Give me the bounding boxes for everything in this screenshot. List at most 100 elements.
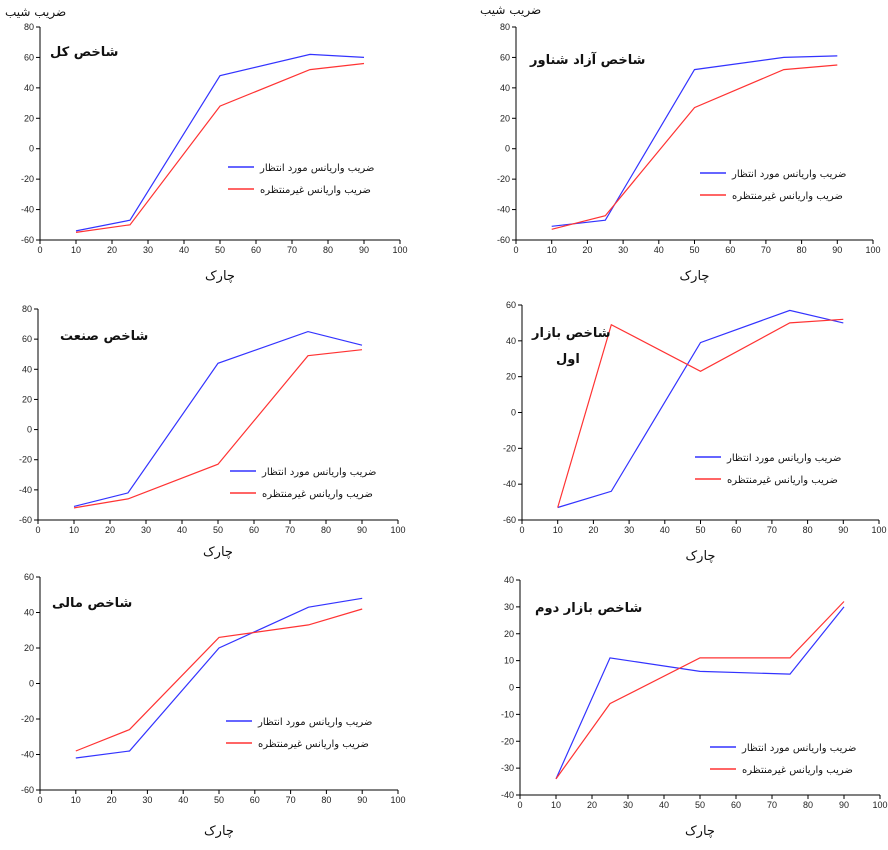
x-tick-label: 90 <box>357 525 367 535</box>
chart-panel-5: 0 10 20 30 40 50 60 70 80 90 100 -60 -40 -20 0 20 40 60 شا… <box>21 572 406 839</box>
y-axis-label: ضریب شیب <box>480 3 541 18</box>
y-tick-label: -40 <box>497 205 510 215</box>
x-tick-label: 50 <box>214 795 224 805</box>
y-tick-label: -40 <box>503 479 516 489</box>
y-tick-label: 20 <box>24 113 34 123</box>
x-tick-label: 90 <box>357 795 367 805</box>
x-axis-label: چارک <box>203 545 233 560</box>
chart-title: شاخص مالی <box>52 596 132 611</box>
x-tick-label: 40 <box>660 525 670 535</box>
y-tick-label: 0 <box>509 683 514 693</box>
y-tick-label: 10 <box>504 656 514 666</box>
legend-label: ضریب واریانس مورد انتظار <box>257 717 372 728</box>
x-tick-label: 0 <box>37 795 42 805</box>
x-tick-label: 70 <box>767 800 777 810</box>
x-tick-label: 80 <box>803 525 813 535</box>
y-tick-label: -60 <box>21 785 34 795</box>
y-tick-label: 60 <box>24 52 34 62</box>
series-line-unexpected <box>75 608 363 752</box>
x-tick-label: 30 <box>143 245 153 255</box>
y-tick-label: -20 <box>501 736 514 746</box>
x-tick-label: 20 <box>107 245 117 255</box>
legend-label: ضریب واریانس مورد انتظار <box>731 169 846 180</box>
x-tick-label: 80 <box>321 795 331 805</box>
x-tick-label: 100 <box>872 800 887 810</box>
x-tick-label: 60 <box>249 525 259 535</box>
chart-panel-4: 0 10 20 30 40 50 60 70 80 90 100 -60 -40 -20 0 20 40 60 شا… <box>503 300 887 564</box>
x-tick-label: 20 <box>105 525 115 535</box>
y-tick-label: -60 <box>19 515 32 525</box>
series-line-unexpected <box>73 349 363 509</box>
y-tick-label: 40 <box>24 608 34 618</box>
legend-label: ضریب واریانس مورد انتظار <box>726 453 841 464</box>
x-tick-label: 50 <box>689 245 699 255</box>
y-tick-label: 30 <box>504 602 514 612</box>
y-tick-label: 20 <box>504 629 514 639</box>
x-tick-label: 70 <box>761 245 771 255</box>
x-tick-label: 40 <box>179 245 189 255</box>
series-line-unexpected <box>75 62 365 233</box>
x-tick-label: 70 <box>286 795 296 805</box>
y-tick-label: 40 <box>22 364 32 374</box>
x-tick-label: 50 <box>695 800 705 810</box>
y-tick-label: -60 <box>503 515 516 525</box>
chart-title: شاخص آزاد شناور <box>529 51 645 68</box>
chart-title: شاخص بازار <box>531 326 610 341</box>
y-tick-label: -20 <box>503 443 516 453</box>
y-tick-label: 80 <box>24 22 34 32</box>
series-line-expected <box>555 606 845 780</box>
x-tick-label: 90 <box>359 245 369 255</box>
x-axis-label: چارک <box>204 824 234 839</box>
x-axis-label: چارک <box>686 549 716 564</box>
x-tick-label: 10 <box>69 525 79 535</box>
chart-title: شاخص کل <box>50 45 118 60</box>
x-tick-label: 20 <box>107 795 117 805</box>
y-tick-label: -10 <box>501 709 514 719</box>
series-line-expected <box>75 53 365 232</box>
chart-panel-3: 0 10 20 30 40 50 60 70 80 90 100 -60 -40 -20 0 20 40 60 80… <box>19 304 406 560</box>
y-tick-label: -20 <box>21 174 34 184</box>
y-tick-label: -40 <box>501 790 514 800</box>
chart-title: شاخص صنعت <box>60 329 148 344</box>
x-tick-label: 60 <box>731 525 741 535</box>
x-tick-label: 60 <box>250 795 260 805</box>
y-tick-label: 60 <box>506 300 516 310</box>
y-tick-label: 60 <box>500 52 510 62</box>
x-tick-label: 30 <box>623 800 633 810</box>
legend-label: ضریب واریانس غیرمنتظره <box>732 191 843 202</box>
x-tick-label: 100 <box>871 525 886 535</box>
y-tick-label: 0 <box>511 408 516 418</box>
x-tick-label: 30 <box>141 525 151 535</box>
x-tick-label: 10 <box>551 800 561 810</box>
chart-title: شاخص بازار دوم <box>535 601 642 616</box>
x-tick-label: 100 <box>392 245 407 255</box>
x-tick-label: 20 <box>587 800 597 810</box>
y-tick-label: -20 <box>19 455 32 465</box>
x-tick-label: 40 <box>654 245 664 255</box>
x-tick-label: 20 <box>582 245 592 255</box>
x-tick-label: 70 <box>285 525 295 535</box>
y-tick-label: 20 <box>500 113 510 123</box>
x-tick-label: 60 <box>251 245 261 255</box>
x-tick-label: 80 <box>321 525 331 535</box>
x-tick-label: 30 <box>142 795 152 805</box>
legend-label: ضریب واریانس مورد انتظار <box>261 467 376 478</box>
y-tick-label: -60 <box>21 235 34 245</box>
chart-panel-2: 0 10 20 30 40 50 60 70 80 90 100 -60 -40 -20 0 20 40 60 80… <box>480 3 881 284</box>
legend-label: ضریب واریانس غیرمنتظره <box>260 185 371 196</box>
x-tick-label: 90 <box>839 800 849 810</box>
x-tick-label: 100 <box>390 795 405 805</box>
x-tick-label: 10 <box>547 245 557 255</box>
x-tick-label: 10 <box>71 245 81 255</box>
series-line-expected <box>73 330 363 507</box>
y-tick-label: -30 <box>501 763 514 773</box>
series-line-unexpected <box>555 601 845 780</box>
x-tick-label: 0 <box>37 245 42 255</box>
x-tick-label: 0 <box>513 245 518 255</box>
y-tick-label: 20 <box>22 394 32 404</box>
y-tick-label: -20 <box>497 174 510 184</box>
y-axis-label: ضریب شیب <box>5 5 66 20</box>
x-tick-label: 50 <box>213 525 223 535</box>
y-tick-label: 20 <box>24 643 34 653</box>
